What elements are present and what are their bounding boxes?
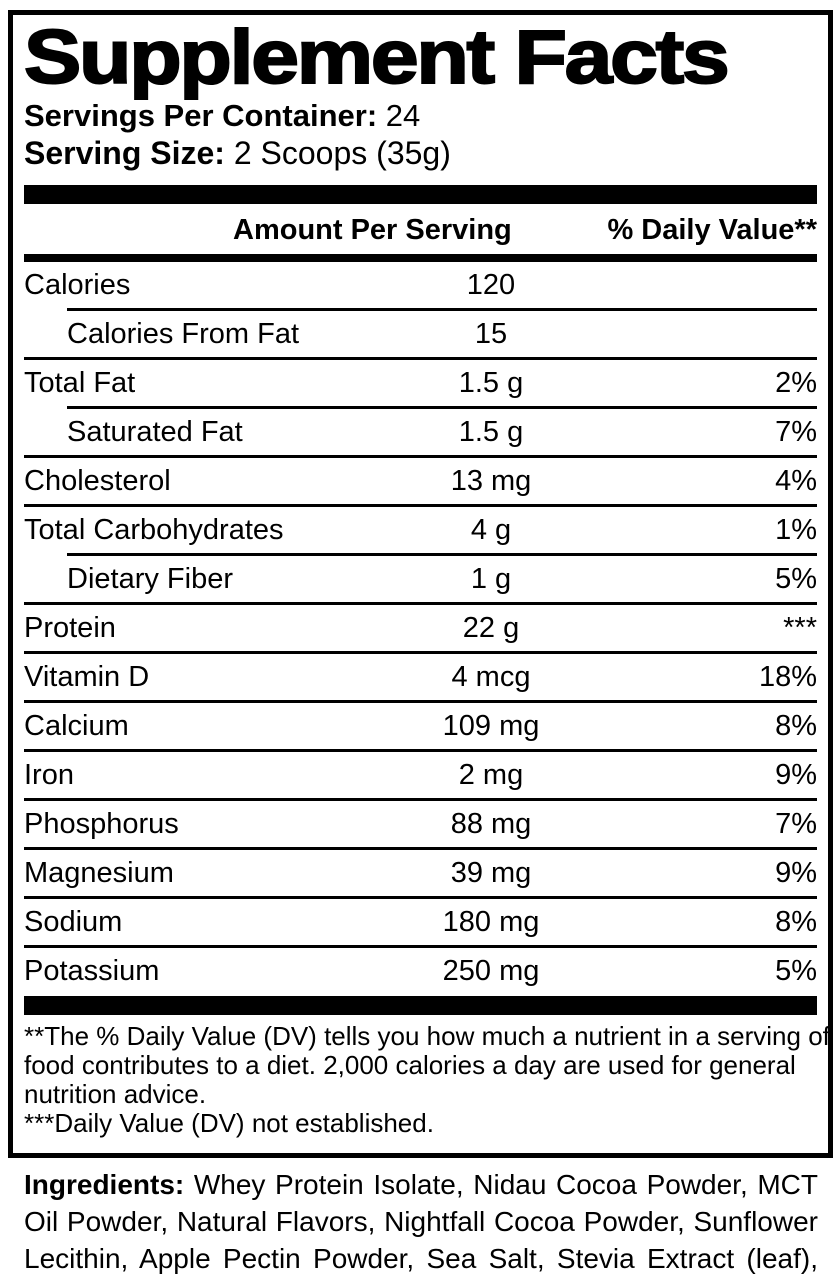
header-divider	[24, 254, 817, 262]
nutrient-name: Calories From Fat	[67, 318, 300, 350]
table-row: Total Carbohydrates 4 g 1%	[24, 507, 817, 553]
nutrient-daily-value: 8%	[775, 906, 817, 938]
nutrient-amount: 180 mg	[442, 906, 540, 938]
nutrient-daily-value: 5%	[775, 955, 817, 987]
nutrient-name: Total Carbohydrates	[24, 514, 284, 546]
table-row: Saturated Fat 1.5 g 7%	[24, 409, 817, 455]
table-row: Sodium 180 mg 8%	[24, 899, 817, 945]
nutrient-amount: 15	[474, 318, 508, 350]
nutrient-name: Magnesium	[24, 857, 174, 889]
row-divider	[24, 749, 817, 752]
nutrient-name: Total Fat	[24, 367, 136, 399]
amount-per-serving-header: Amount Per Serving	[233, 214, 512, 246]
nutrient-amount: 2 mg	[458, 759, 524, 791]
table-row: Total Fat 1.5 g 2%	[24, 360, 817, 406]
nutrient-name: Dietary Fiber	[67, 563, 233, 595]
nutrient-name: Potassium	[24, 955, 160, 987]
footnote-line: food contributes to a diet. 2,000 calori…	[24, 1050, 796, 1080]
nutrient-amount: 88 mg	[450, 808, 532, 840]
servings-per-container-label: Servings Per Container:	[24, 98, 378, 133]
nutrient-amount: 120	[466, 269, 516, 301]
serving-size: Serving Size: 2 Scoops (35g)	[24, 134, 817, 173]
row-divider	[24, 945, 817, 948]
nutrient-amount: 4 g	[470, 514, 512, 546]
footnote-line: nutrition advice.	[24, 1079, 207, 1109]
row-divider	[67, 308, 817, 311]
nutrient-name: Iron	[24, 759, 74, 791]
table-row: Phosphorus 88 mg 7%	[24, 801, 817, 847]
servings-per-container: Servings Per Container: 24	[24, 97, 817, 134]
row-divider	[24, 455, 817, 458]
nutrient-name: Cholesterol	[24, 465, 171, 497]
serving-size-value: 2 Scoops (35g)	[233, 135, 451, 171]
table-row: Cholesterol 13 mg 4%	[24, 458, 817, 504]
ingredients-section: Ingredients: Whey Protein Isolate, Nidau…	[24, 1166, 818, 1276]
row-divider	[24, 602, 817, 605]
ingredients-label: Ingredients:	[24, 1169, 185, 1200]
nutrient-amount: 1 g	[470, 563, 512, 595]
nutrient-amount: 1.5 g	[458, 367, 524, 399]
table-row: Potassium 250 mg 5%	[24, 948, 817, 994]
nutrient-name: Phosphorus	[24, 808, 179, 840]
nutrient-amount: 22 g	[462, 612, 520, 644]
footnote-line: ***Daily Value (DV) not established.	[24, 1108, 434, 1138]
row-divider	[24, 847, 817, 850]
nutrient-daily-value: 8%	[775, 710, 817, 742]
row-divider	[24, 798, 817, 801]
table-row: Calories 120	[24, 262, 817, 308]
nutrient-daily-value: 9%	[775, 759, 817, 791]
table-row: Calories From Fat 15	[24, 311, 817, 357]
footnotes: **The % Daily Value (DV) tells you how m…	[24, 1021, 830, 1138]
table-row: Calcium 109 mg 8%	[24, 703, 817, 749]
nutrient-daily-value: 1%	[775, 514, 817, 546]
ingredients-text: Ingredients: Whey Protein Isolate, Nidau…	[24, 1166, 818, 1276]
servings-per-container-value: 24	[385, 98, 421, 133]
top-separator-bar	[24, 185, 817, 204]
nutrient-daily-value: 4%	[775, 465, 817, 497]
nutrient-daily-value: ***	[783, 612, 817, 644]
facts-table-body: Calories 120 Calories From Fat 15 Total …	[24, 262, 817, 994]
nutrient-daily-value: 9%	[775, 857, 817, 889]
supplement-facts-panel: Supplement Facts Servings Per Container:…	[8, 10, 833, 1158]
nutrient-daily-value: 7%	[775, 808, 817, 840]
serving-size-label: Serving Size:	[24, 135, 225, 171]
table-row: Iron 2 mg 9%	[24, 752, 817, 798]
nutrient-daily-value: 5%	[775, 563, 817, 595]
panel-title: Supplement Facts	[23, 15, 731, 100]
footnote-line: **The % Daily Value (DV) tells you how m…	[24, 1021, 830, 1051]
nutrient-daily-value: 7%	[775, 416, 817, 448]
facts-table-header: Amount Per Serving % Daily Value**	[24, 204, 817, 254]
row-divider	[67, 406, 817, 409]
nutrient-name: Vitamin D	[24, 661, 150, 693]
nutrient-name: Saturated Fat	[67, 416, 243, 448]
nutrient-name: Sodium	[24, 906, 123, 938]
row-divider	[24, 700, 817, 703]
row-divider	[24, 504, 817, 507]
nutrient-daily-value: 2%	[775, 367, 817, 399]
nutrient-daily-value: 18%	[758, 661, 817, 693]
bottom-separator-bar	[24, 996, 817, 1015]
nutrient-amount: 109 mg	[442, 710, 540, 742]
nutrient-amount: 4 mcg	[451, 661, 531, 693]
ingredients-value: Whey Protein Isolate, Nidau Cocoa Powder…	[24, 1169, 818, 1274]
table-row: Magnesium 39 mg 9%	[24, 850, 817, 896]
table-row: Vitamin D 4 mcg 18%	[24, 654, 817, 700]
nutrient-amount: 1.5 g	[458, 416, 524, 448]
nutrient-name: Calories	[24, 269, 131, 301]
nutrient-name: Protein	[24, 612, 116, 644]
nutrient-amount: 250 mg	[442, 955, 540, 987]
nutrient-name: Calcium	[24, 710, 129, 742]
row-divider	[24, 896, 817, 899]
row-divider	[67, 553, 817, 556]
daily-value-header: % Daily Value**	[607, 214, 817, 246]
nutrient-amount: 39 mg	[450, 857, 532, 889]
row-divider	[24, 357, 817, 360]
table-row: Dietary Fiber 1 g 5%	[24, 556, 817, 602]
table-row: Protein 22 g ***	[24, 605, 817, 651]
row-divider	[24, 651, 817, 654]
nutrient-amount: 13 mg	[450, 465, 532, 497]
